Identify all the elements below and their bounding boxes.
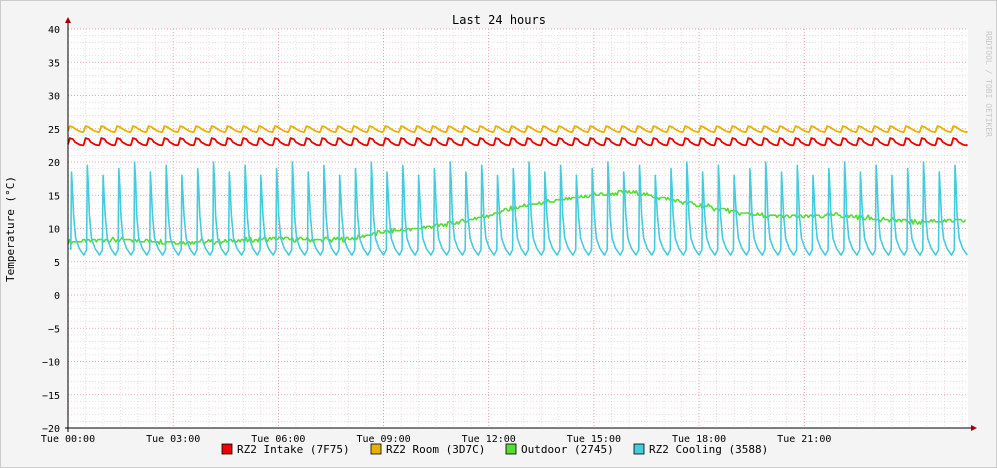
x-tick-label: Tue 09:00 <box>356 434 410 445</box>
y-axis-arrow <box>65 17 71 23</box>
y-tick-label: 0 <box>54 291 60 302</box>
x-tick-label: Tue 03:00 <box>146 434 200 445</box>
x-tick-label: Tue 06:00 <box>251 434 305 445</box>
legend-swatch <box>221 443 233 455</box>
watermark: RRDTOOL / TOBI OETIKER <box>984 31 993 137</box>
legend-label: RZ2 Cooling (3588) <box>649 443 768 456</box>
legend-label: RZ2 Room (3D7C) <box>386 443 485 456</box>
y-tick-label: 30 <box>48 92 60 103</box>
series-line <box>67 190 967 245</box>
x-tick-label: Tue 00:00 <box>41 434 95 445</box>
y-tick-label: −10 <box>42 358 60 369</box>
legend-label: RZ2 Intake (7F75) <box>237 443 350 456</box>
x-tick-label: Tue 18:00 <box>672 434 726 445</box>
y-tick-label: 35 <box>48 58 60 69</box>
series-line <box>67 137 969 147</box>
y-tick-label: 10 <box>48 225 60 236</box>
y-tick-label: −15 <box>42 391 60 402</box>
y-tick-label: 40 <box>48 25 60 36</box>
y-tick-label: 15 <box>48 191 60 202</box>
y-tick-label: 25 <box>48 125 60 136</box>
series-line <box>70 161 968 256</box>
x-tick-label: Tue 12:00 <box>462 434 516 445</box>
legend-swatch <box>370 443 382 455</box>
x-tick-label: Tue 21:00 <box>777 434 831 445</box>
y-tick-label: −5 <box>48 324 60 335</box>
chart-title: Last 24 hours <box>452 13 546 27</box>
legend-swatch <box>633 443 645 455</box>
y-tick-label: −20 <box>42 424 60 435</box>
y-axis-label: Temperature (°C) <box>4 176 17 282</box>
y-tick-label: 5 <box>54 258 60 269</box>
legend-label: Outdoor (2745) <box>521 443 614 456</box>
series-line <box>67 125 969 133</box>
y-tick-label: 20 <box>48 158 60 169</box>
x-axis-arrow <box>971 425 977 431</box>
legend-swatch <box>505 443 517 455</box>
x-tick-label: Tue 15:00 <box>567 434 621 445</box>
grid <box>67 28 968 429</box>
